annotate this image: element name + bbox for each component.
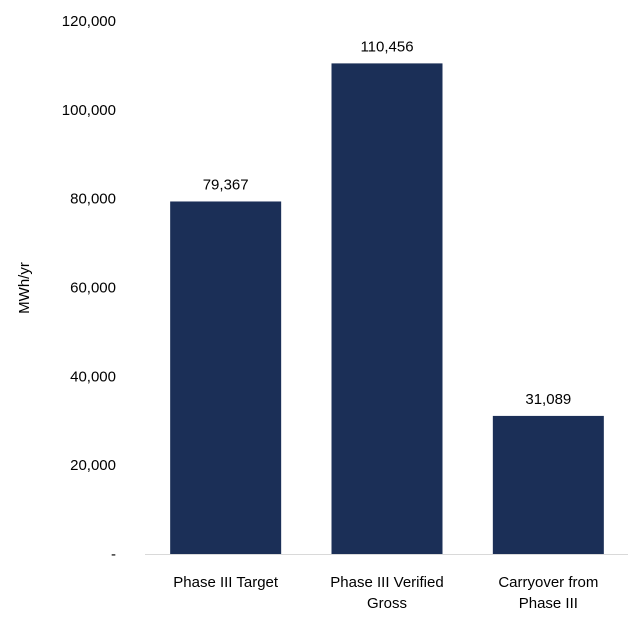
data-label: 110,456 <box>360 38 413 55</box>
x-category-label: Phase III Verified <box>330 574 443 591</box>
data-label: 79,367 <box>203 176 249 193</box>
y-tick-label: 20,000 <box>70 457 116 474</box>
x-axis-labels: Phase III Target Phase III Verified Gross C… <box>173 574 598 612</box>
x-category-label: Carryover from <box>498 574 598 591</box>
y-tick-label: 40,000 <box>70 368 116 385</box>
x-category-label: Phase III <box>519 595 578 612</box>
x-category-label: Phase III Target <box>173 574 279 591</box>
data-labels: 79,367 110,456 31,089 <box>203 38 572 408</box>
y-tick-label: 120,000 <box>62 13 116 30</box>
bar <box>170 201 282 554</box>
y-axis-title: MWh/yr <box>16 262 33 314</box>
y-axis-ticks: - 20,000 40,000 60,000 80,000 100,000 120,000 <box>62 13 116 563</box>
x-category-label: Gross <box>367 595 407 612</box>
bar <box>331 63 443 554</box>
y-tick-label: 100,000 <box>62 102 116 119</box>
y-tick-label: 80,000 <box>70 191 116 208</box>
y-tick-label: 60,000 <box>70 280 116 297</box>
data-label: 31,089 <box>525 391 571 408</box>
bar <box>492 415 604 554</box>
y-tick-label: - <box>111 546 116 563</box>
bars <box>170 63 604 554</box>
